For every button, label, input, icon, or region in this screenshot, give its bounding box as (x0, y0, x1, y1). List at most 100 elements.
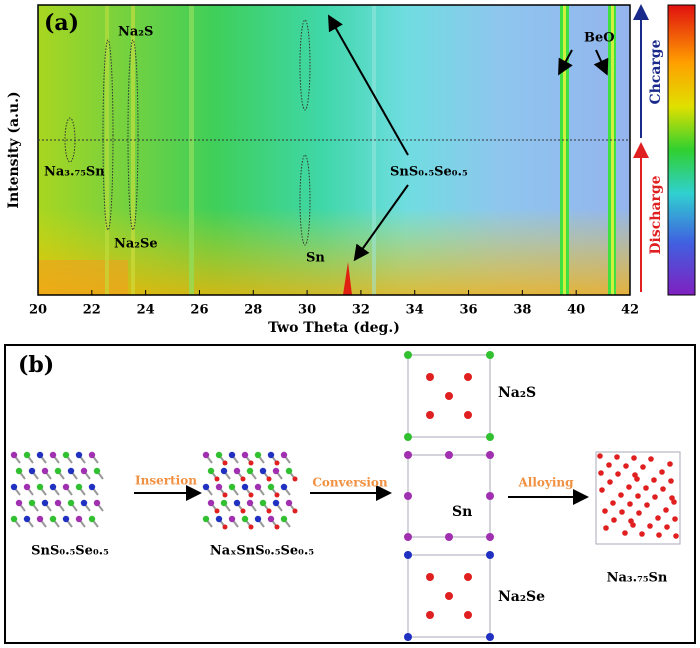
atom (404, 633, 412, 641)
atom (656, 532, 662, 538)
atom (672, 516, 678, 522)
atom (220, 467, 228, 475)
atom (80, 499, 88, 507)
atom (248, 460, 254, 466)
step-label: Insertion (135, 474, 197, 488)
atom (647, 523, 653, 529)
atom (404, 433, 412, 441)
atom (280, 515, 288, 523)
atom (606, 462, 612, 468)
contour-map (37, 4, 696, 296)
atom (486, 492, 494, 500)
panel-label: (a) (44, 10, 79, 36)
atom (75, 483, 83, 491)
atom (651, 477, 657, 483)
atom (426, 373, 434, 381)
atom (75, 515, 83, 523)
atom (627, 501, 633, 507)
atom (246, 467, 254, 475)
atom (233, 499, 241, 507)
atom (486, 633, 494, 641)
atom (655, 515, 661, 521)
atom (615, 471, 621, 477)
atom (10, 451, 18, 459)
atom (36, 483, 44, 491)
atom (36, 451, 44, 459)
x-tick-label: 20 (29, 303, 47, 318)
atom (248, 492, 254, 498)
atom (669, 495, 675, 501)
atom (254, 515, 262, 523)
atom (404, 533, 412, 541)
atom (49, 451, 57, 459)
unit-cell (407, 354, 491, 438)
x-tick-label: 38 (513, 303, 531, 318)
annotation: Na₂Se (114, 237, 158, 252)
atom (667, 461, 673, 467)
atom (426, 411, 434, 419)
atom (628, 518, 634, 524)
atom (49, 483, 57, 491)
atom (404, 351, 412, 359)
atom (626, 484, 632, 490)
atom (274, 492, 280, 498)
atom (599, 487, 605, 493)
atom (622, 530, 628, 536)
x-tick-label: 22 (83, 303, 101, 318)
atom (640, 464, 646, 470)
atom (23, 451, 31, 459)
atom (635, 493, 641, 499)
atom (15, 467, 23, 475)
x-tick-label: 28 (244, 303, 262, 318)
atom (241, 483, 249, 491)
atom (241, 451, 249, 459)
atom (652, 494, 658, 500)
atom (623, 463, 629, 469)
atom (272, 467, 280, 475)
atom (486, 551, 494, 559)
discharge-label: Discharge (648, 175, 664, 254)
atom (274, 524, 280, 530)
atom (404, 451, 412, 459)
atom (54, 499, 62, 507)
atom (254, 483, 262, 491)
atom (222, 460, 228, 466)
atom (215, 451, 223, 459)
atom (445, 392, 453, 400)
atom (267, 483, 275, 491)
atom (41, 467, 49, 475)
atom (49, 515, 57, 523)
atom (228, 483, 236, 491)
phase-label: Na₂S (498, 385, 536, 401)
charge-label: Chcarge (648, 39, 664, 104)
atom (259, 467, 267, 475)
atom (215, 483, 223, 491)
x-tick-label: 34 (406, 303, 424, 318)
x-tick-label: 24 (137, 303, 155, 318)
x-tick-label: 42 (621, 303, 639, 318)
atom (602, 508, 608, 514)
atom (28, 499, 36, 507)
atom (202, 483, 210, 491)
atom (266, 508, 272, 514)
atom (486, 451, 494, 459)
atom (614, 454, 620, 460)
unit-cell (407, 454, 491, 538)
atom (619, 509, 625, 515)
atom (202, 451, 210, 459)
x-tick-label: 40 (567, 303, 585, 318)
atom (222, 492, 228, 498)
step-label: Alloying (517, 476, 574, 490)
atom (36, 515, 44, 523)
atom (618, 492, 624, 498)
structure-label: NaₓSnS₀.₅Se₀.₅ (210, 544, 315, 559)
annotation: Na₃.₇₅Sn (44, 165, 105, 180)
annotation: Sn (306, 251, 325, 266)
atom (267, 515, 275, 523)
atom (426, 573, 434, 581)
atom (660, 486, 666, 492)
atom (607, 479, 613, 485)
atom (93, 499, 101, 507)
atom (67, 467, 75, 475)
atom (272, 499, 280, 507)
